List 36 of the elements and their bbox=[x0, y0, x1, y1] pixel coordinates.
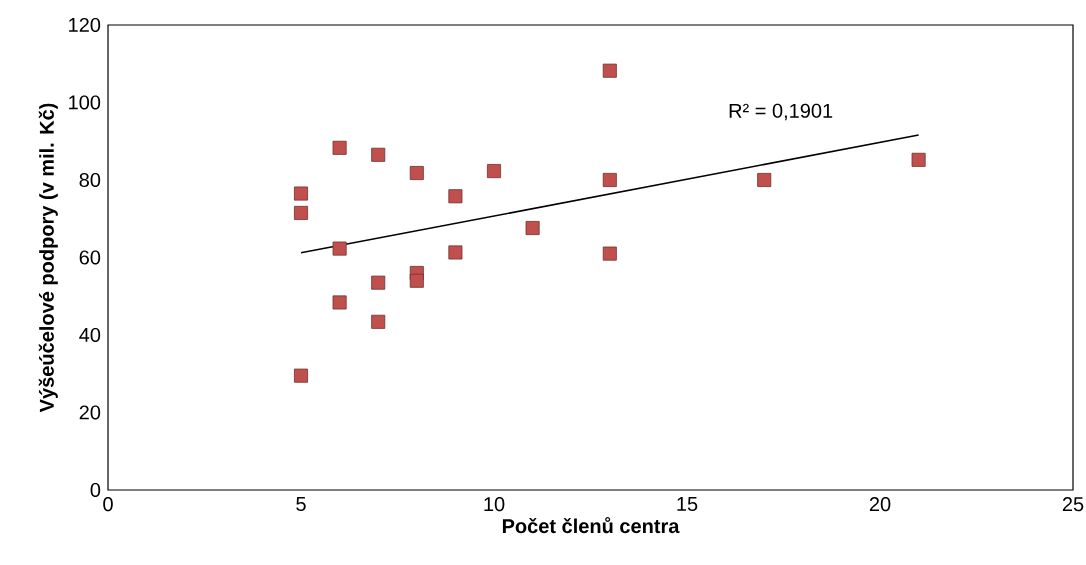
y-tick-label: 120 bbox=[69, 17, 101, 33]
x-tick-label: 20 bbox=[869, 497, 891, 512]
point bbox=[371, 275, 386, 290]
y-tick-label: 0 bbox=[90, 482, 101, 498]
x-tick-label: 15 bbox=[677, 497, 698, 511]
point bbox=[525, 221, 540, 236]
y-tick-label: 60 bbox=[79, 250, 101, 265]
point bbox=[448, 245, 463, 260]
x-tick-label: 25 bbox=[1062, 497, 1084, 512]
point bbox=[332, 295, 347, 310]
point bbox=[602, 246, 617, 261]
point bbox=[332, 140, 347, 155]
y-tick-label: 40 bbox=[79, 327, 101, 343]
x-tick-label: 10 bbox=[484, 497, 505, 512]
point bbox=[448, 189, 463, 204]
point bbox=[294, 186, 309, 201]
x-axis-title: Počet členů centra bbox=[502, 516, 680, 534]
point bbox=[294, 205, 309, 220]
point bbox=[602, 172, 617, 187]
point bbox=[911, 152, 926, 167]
x-tick-label: 5 bbox=[296, 497, 306, 511]
point bbox=[487, 164, 502, 179]
point bbox=[757, 172, 772, 187]
point bbox=[332, 241, 347, 256]
x-tick-label: 0 bbox=[103, 497, 113, 512]
point bbox=[371, 314, 386, 329]
point bbox=[602, 63, 617, 78]
annotation: R² = 0,1901 bbox=[729, 103, 833, 121]
y-tick-label: 20 bbox=[79, 405, 101, 420]
point bbox=[409, 166, 424, 181]
y-tick-label: 80 bbox=[79, 172, 101, 188]
point bbox=[371, 147, 386, 162]
y-tick-label: 100 bbox=[69, 95, 101, 110]
point bbox=[294, 368, 309, 383]
y-axis-title: Výšeúčelové podpory (v mil. Kč) bbox=[38, 103, 58, 413]
point bbox=[409, 273, 424, 288]
